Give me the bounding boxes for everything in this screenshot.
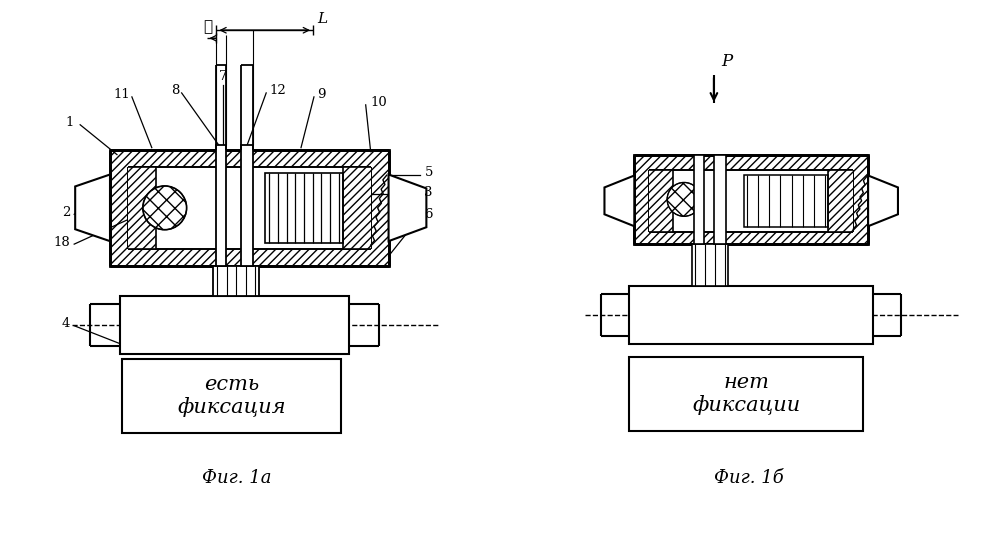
Bar — [743, 175, 828, 227]
Text: 7: 7 — [219, 70, 228, 83]
Bar — [110, 150, 389, 266]
Bar — [629, 356, 863, 431]
Text: 12: 12 — [269, 84, 286, 97]
Text: 18: 18 — [54, 236, 70, 249]
Text: Фиг. 1а: Фиг. 1а — [202, 469, 271, 487]
Text: Фиг. 1б: Фиг. 1б — [714, 469, 783, 487]
Bar — [343, 166, 371, 249]
Text: есть
фиксация: есть фиксация — [177, 375, 286, 417]
Text: P: P — [721, 53, 732, 70]
Text: 8: 8 — [171, 84, 180, 97]
Polygon shape — [389, 175, 427, 241]
Bar — [265, 172, 343, 243]
Text: 10: 10 — [371, 96, 388, 109]
Bar — [634, 154, 868, 244]
Circle shape — [667, 182, 701, 217]
Bar — [649, 170, 673, 232]
Bar — [120, 296, 349, 354]
Circle shape — [143, 186, 187, 230]
Text: L: L — [317, 13, 327, 26]
Text: 4: 4 — [62, 317, 70, 330]
Text: 1: 1 — [66, 116, 74, 129]
Bar — [828, 170, 853, 232]
Bar — [122, 358, 341, 433]
Bar — [128, 166, 371, 249]
Bar — [217, 145, 227, 266]
Bar — [214, 266, 259, 296]
Bar — [242, 145, 254, 266]
Text: 2: 2 — [62, 206, 70, 219]
Text: 3: 3 — [425, 186, 433, 199]
Text: 9: 9 — [317, 89, 326, 101]
Text: 11: 11 — [113, 89, 130, 101]
Text: нет
фиксации: нет фиксации — [692, 373, 800, 415]
Bar — [629, 286, 873, 344]
Polygon shape — [75, 175, 110, 241]
Bar — [128, 166, 156, 249]
Polygon shape — [604, 176, 634, 226]
Bar — [649, 170, 853, 232]
Text: ℓ: ℓ — [204, 20, 213, 34]
Bar — [714, 154, 726, 244]
Bar — [692, 244, 728, 286]
Text: 6: 6 — [425, 208, 433, 221]
Text: 5: 5 — [425, 166, 433, 179]
Bar — [694, 154, 704, 244]
Polygon shape — [868, 176, 898, 226]
